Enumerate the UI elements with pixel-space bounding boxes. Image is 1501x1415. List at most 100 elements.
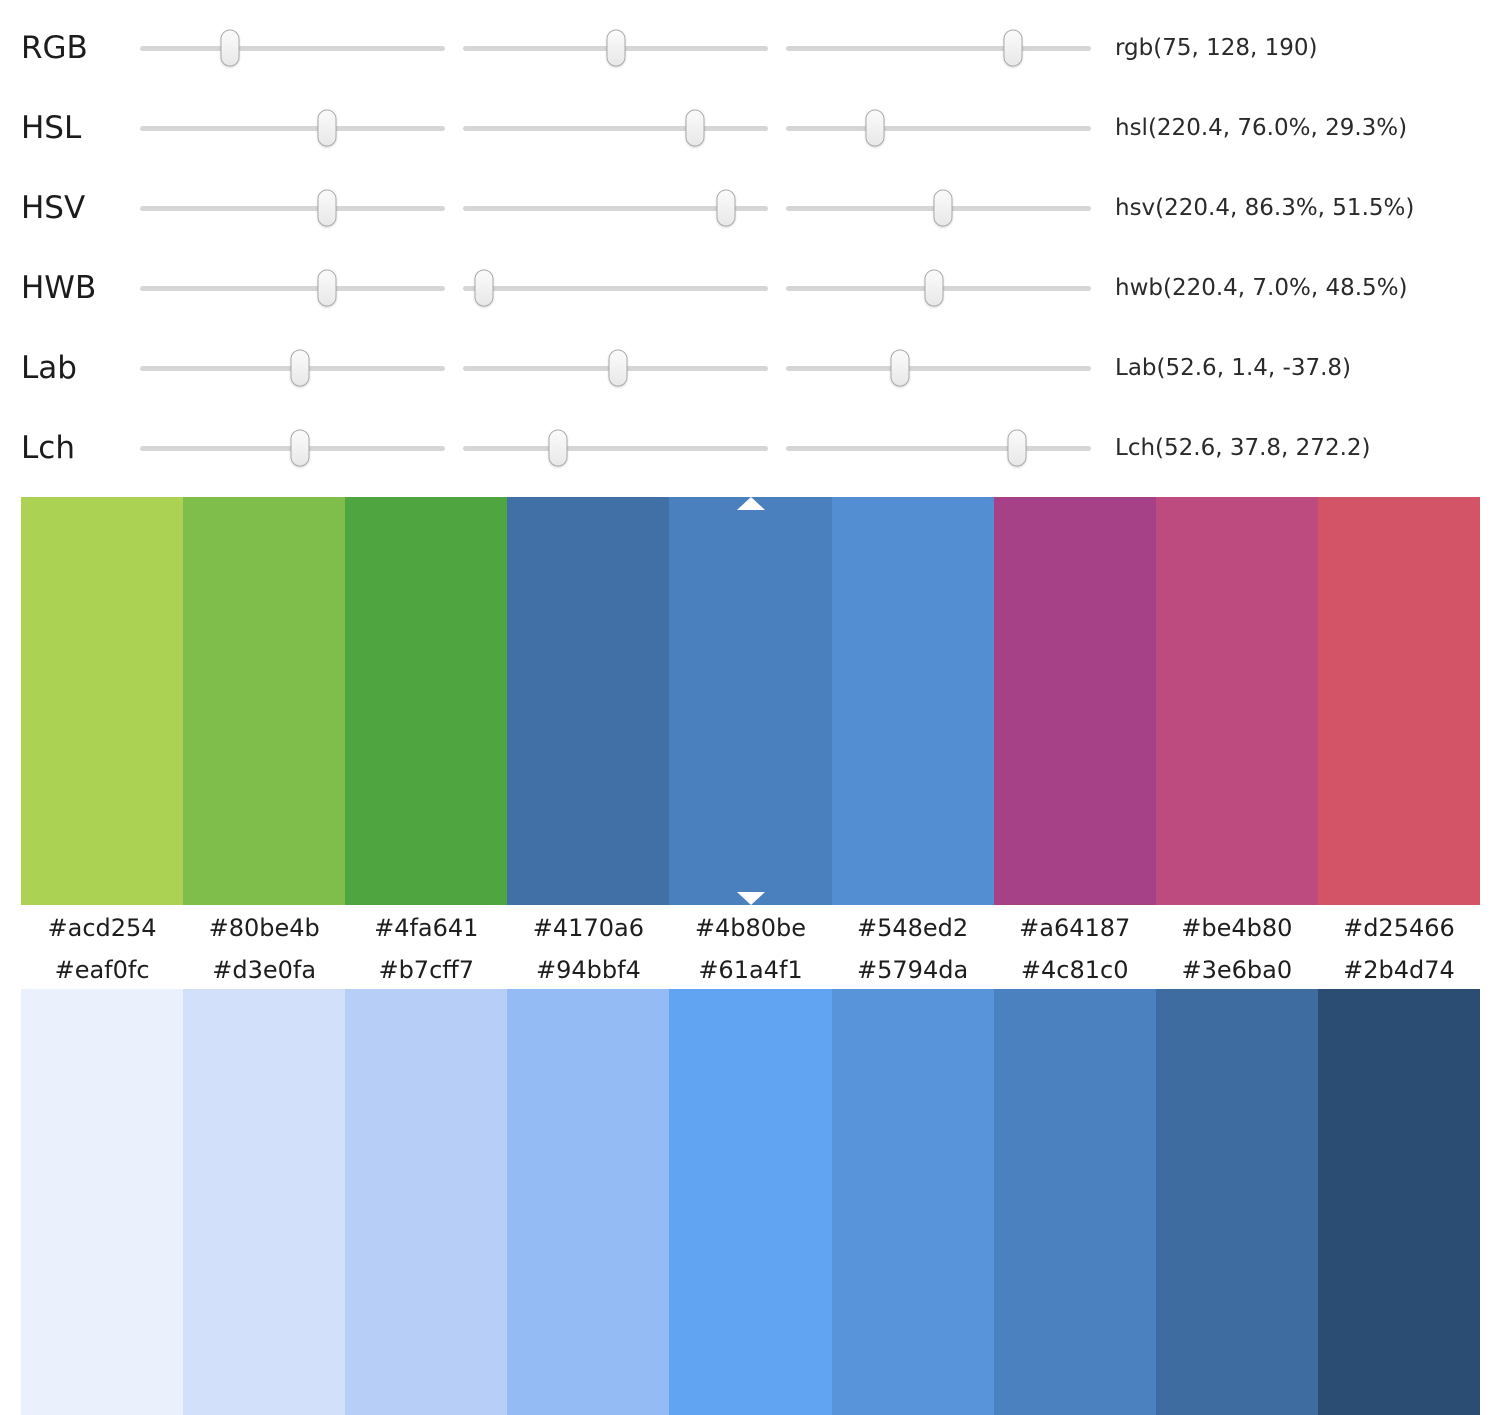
lightness-scale-palette bbox=[21, 989, 1480, 1415]
rgb-green-slider[interactable] bbox=[463, 29, 768, 67]
selected-swatch-notch-bottom-icon bbox=[736, 892, 765, 905]
slider-row-hsv: HSV hsv(220.4, 86.3%, 51.5%) bbox=[21, 168, 1480, 248]
hwb-blackness-slider[interactable] bbox=[786, 269, 1091, 307]
hue-swatch-hex-label: #d25466 bbox=[1343, 914, 1455, 942]
scale-swatch-4[interactable] bbox=[507, 989, 670, 1415]
hue-swatch-6[interactable] bbox=[831, 497, 994, 905]
hue-swatch-4[interactable] bbox=[507, 497, 670, 905]
scale-swatch-5[interactable] bbox=[669, 989, 832, 1415]
hsv-saturation-slider-thumb[interactable] bbox=[716, 189, 736, 227]
scale-swatch-7[interactable] bbox=[993, 989, 1156, 1415]
scale-swatch-6[interactable] bbox=[831, 989, 994, 1415]
hue-palette-hex-labels: #acd254 #80be4b #4fa641 #4170a6 #4b80be … bbox=[21, 905, 1480, 951]
hwb-whiteness-slider[interactable] bbox=[463, 269, 768, 307]
lch-lightness-slider-thumb[interactable] bbox=[290, 429, 310, 467]
lab-a-slider-thumb[interactable] bbox=[608, 349, 628, 387]
scale-swatch-hex-label: #3e6ba0 bbox=[1181, 956, 1293, 984]
hwb-value-readout: hwb(220.4, 7.0%, 48.5%) bbox=[1115, 275, 1408, 301]
hue-swatch-1[interactable] bbox=[21, 497, 184, 905]
scale-swatch-9[interactable] bbox=[1317, 989, 1480, 1415]
hue-swatch-3[interactable] bbox=[345, 497, 508, 905]
hwb-row-label: HWB bbox=[21, 270, 97, 306]
lch-chroma-slider[interactable] bbox=[463, 429, 768, 467]
hsl-hue-slider-thumb[interactable] bbox=[317, 109, 337, 147]
scale-swatch-8[interactable] bbox=[1155, 989, 1318, 1415]
lch-hue-slider[interactable] bbox=[786, 429, 1091, 467]
scale-swatch-1[interactable] bbox=[21, 989, 184, 1415]
lab-a-slider[interactable] bbox=[463, 349, 768, 387]
lab-row-label: Lab bbox=[21, 350, 77, 386]
slider-row-hwb: HWB hwb(220.4, 7.0%, 48.5%) bbox=[21, 248, 1480, 328]
hue-swatch-hex-label: #4fa641 bbox=[374, 914, 479, 942]
hsl-hue-slider[interactable] bbox=[140, 109, 445, 147]
hwb-blackness-slider-thumb[interactable] bbox=[924, 269, 944, 307]
rgb-green-slider-thumb[interactable] bbox=[606, 29, 626, 67]
hue-palette bbox=[21, 497, 1480, 905]
rgb-red-slider[interactable] bbox=[140, 29, 445, 67]
hsl-value-readout: hsl(220.4, 76.0%, 29.3%) bbox=[1115, 115, 1408, 141]
color-sliders-panel: RGB rgb(75, 128, 190) HSL hsl(220.4, 76.… bbox=[0, 0, 1501, 497]
hsl-saturation-slider[interactable] bbox=[463, 109, 768, 147]
hsv-value-slider[interactable] bbox=[786, 189, 1091, 227]
scale-swatch-hex-label: #61a4f1 bbox=[698, 956, 803, 984]
lab-b-slider[interactable] bbox=[786, 349, 1091, 387]
scale-swatch-hex-label: #5794da bbox=[857, 956, 969, 984]
hsv-value-slider-thumb[interactable] bbox=[933, 189, 953, 227]
scale-swatch-hex-label: #94bbf4 bbox=[535, 956, 641, 984]
hwb-hue-slider[interactable] bbox=[140, 269, 445, 307]
rgb-red-slider-thumb[interactable] bbox=[220, 29, 240, 67]
lch-lightness-slider[interactable] bbox=[140, 429, 445, 467]
hue-swatch-7[interactable] bbox=[993, 497, 1156, 905]
lch-hue-slider-thumb[interactable] bbox=[1007, 429, 1027, 467]
hsv-hue-slider-thumb[interactable] bbox=[317, 189, 337, 227]
slider-row-lch: Lch Lch(52.6, 37.8, 272.2) bbox=[21, 408, 1480, 488]
slider-row-rgb: RGB rgb(75, 128, 190) bbox=[21, 8, 1480, 88]
hwb-hue-slider-thumb[interactable] bbox=[317, 269, 337, 307]
scale-swatch-hex-label: #4c81c0 bbox=[1020, 956, 1129, 984]
hwb-tracks bbox=[140, 269, 1091, 307]
lch-tracks bbox=[140, 429, 1091, 467]
hue-swatch-hex-label: #acd254 bbox=[47, 914, 157, 942]
rgb-value-readout: rgb(75, 128, 190) bbox=[1115, 35, 1318, 61]
slider-row-lab: Lab Lab(52.6, 1.4, -37.8) bbox=[21, 328, 1480, 408]
hsv-row-label: HSV bbox=[21, 190, 86, 226]
lab-value-readout: Lab(52.6, 1.4, -37.8) bbox=[1115, 355, 1351, 381]
scale-palette-hex-labels: #eaf0fc #d3e0fa #b7cff7 #94bbf4 #61a4f1 … bbox=[21, 951, 1480, 989]
selected-swatch-notch-top-icon bbox=[736, 497, 765, 510]
hue-swatch-9[interactable] bbox=[1317, 497, 1480, 905]
hue-swatch-hex-label: #80be4b bbox=[208, 914, 320, 942]
hsv-hue-slider[interactable] bbox=[140, 189, 445, 227]
scale-swatch-hex-label: #2b4d74 bbox=[1343, 956, 1455, 984]
scale-swatch-3[interactable] bbox=[345, 989, 508, 1415]
hue-swatch-2[interactable] bbox=[183, 497, 346, 905]
hue-swatch-5-selected[interactable] bbox=[669, 497, 832, 905]
lch-chroma-slider-thumb[interactable] bbox=[548, 429, 568, 467]
rgb-blue-slider[interactable] bbox=[786, 29, 1091, 67]
hue-swatch-8[interactable] bbox=[1155, 497, 1318, 905]
hsv-value-readout: hsv(220.4, 86.3%, 51.5%) bbox=[1115, 195, 1415, 221]
lab-lightness-slider-thumb[interactable] bbox=[290, 349, 310, 387]
rgb-row-label: RGB bbox=[21, 30, 88, 66]
scale-swatch-hex-label: #eaf0fc bbox=[54, 956, 150, 984]
lab-lightness-slider[interactable] bbox=[140, 349, 445, 387]
hsl-lightness-slider-thumb[interactable] bbox=[865, 109, 885, 147]
scale-swatch-hex-label: #d3e0fa bbox=[212, 956, 317, 984]
hue-swatch-hex-label: #4170a6 bbox=[532, 914, 644, 942]
lab-tracks bbox=[140, 349, 1091, 387]
rgb-blue-slider-thumb[interactable] bbox=[1003, 29, 1023, 67]
hue-swatch-hex-label: #4b80be bbox=[694, 914, 807, 942]
slider-row-hsl: HSL hsl(220.4, 76.0%, 29.3%) bbox=[21, 88, 1480, 168]
scale-swatch-2[interactable] bbox=[183, 989, 346, 1415]
hsl-saturation-slider-thumb[interactable] bbox=[685, 109, 705, 147]
hsl-lightness-slider[interactable] bbox=[786, 109, 1091, 147]
lch-row-label: Lch bbox=[21, 430, 75, 466]
hue-swatch-hex-label: #a64187 bbox=[1019, 914, 1131, 942]
lab-b-slider-thumb[interactable] bbox=[890, 349, 910, 387]
hsv-saturation-slider[interactable] bbox=[463, 189, 768, 227]
hsl-row-label: HSL bbox=[21, 110, 82, 146]
hsl-tracks bbox=[140, 109, 1091, 147]
hwb-whiteness-slider-thumb[interactable] bbox=[474, 269, 494, 307]
scale-swatch-hex-label: #b7cff7 bbox=[378, 956, 475, 984]
hsv-tracks bbox=[140, 189, 1091, 227]
rgb-tracks bbox=[140, 29, 1091, 67]
